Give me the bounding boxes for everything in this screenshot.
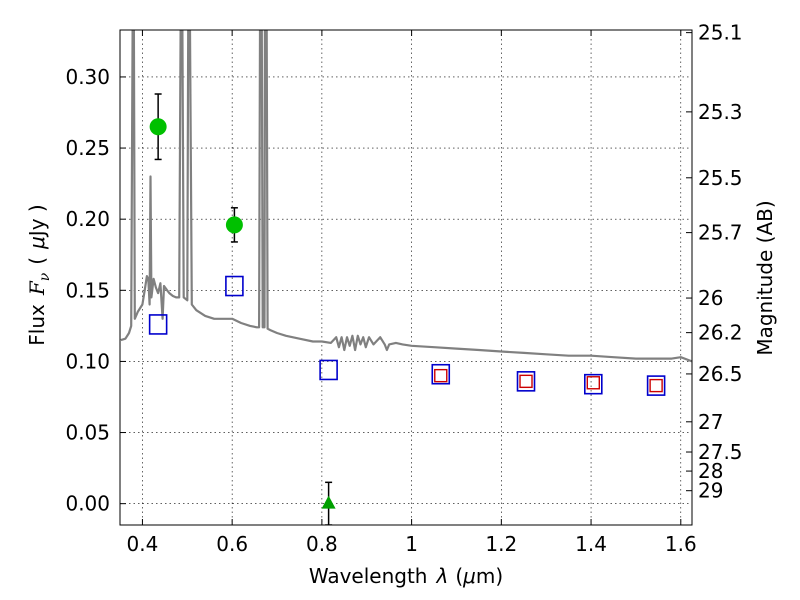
y2-tick-label: 27.5 [698, 440, 743, 464]
model-photometry-point [148, 314, 168, 335]
observed-nir-point [649, 378, 663, 393]
x-axis-label: Wavelength λ (μm) [309, 564, 503, 588]
model-photometry-point [319, 359, 338, 381]
y-tick-label: 0.00 [65, 492, 110, 516]
clipped-data [120, 30, 692, 525]
model-photometry-point [516, 371, 536, 392]
y2-tick-label: 29 [698, 479, 723, 503]
observed-nir-point [519, 374, 533, 389]
observed-nir-point [586, 376, 601, 390]
plot-frame [119, 29, 693, 526]
axis-ticks: 0.4 0.6 0.8 1 1.2 1.4 1.6 0.00 0.05 0.10 0.15 0.20 0… [65, 21, 742, 556]
y-tick-label: 0.25 [65, 136, 110, 160]
model-sed-line [120, 30, 692, 363]
y2-tick-label: 25.3 [698, 100, 743, 124]
x-tick-label: 0.8 [306, 532, 338, 556]
x-tick-label: 1.4 [575, 532, 607, 556]
y-tick-label: 0.10 [65, 349, 110, 373]
y2-tick-label: 26.2 [698, 321, 743, 345]
y-axis-label: FluxFν(μJy ) [25, 204, 53, 345]
y-tick-label: 0.30 [65, 65, 110, 89]
model-photometry-point [584, 373, 603, 395]
y-tick-label: 0.05 [65, 421, 110, 445]
model-photometry-point [431, 363, 451, 385]
x-tick-label: 0.4 [127, 532, 159, 556]
x-tick-label: 0.6 [216, 532, 248, 556]
y2-tick-label: 28 [698, 459, 723, 483]
detection-point [149, 118, 167, 136]
detection-point [225, 216, 243, 234]
upper-limit-point [321, 495, 336, 509]
grid-lines [120, 30, 692, 525]
y2-tick-label: 25.5 [698, 166, 743, 190]
y-tick-label: 0.20 [65, 207, 110, 231]
y2-tick-label: 26.5 [698, 362, 743, 386]
x-tick-label: 1.2 [485, 532, 517, 556]
plot-area [120, 30, 692, 525]
observed-nir-point [434, 368, 448, 383]
y2-tick-label: 27 [698, 410, 723, 434]
x-tick-label: 1 [405, 532, 418, 556]
model-photometry-point [646, 375, 666, 396]
x-tick-label: 1.6 [665, 532, 697, 556]
model-photometry-point [225, 275, 244, 297]
y2-axis-label: Magnitude (AB) [753, 200, 777, 355]
y-tick-label: 0.15 [65, 278, 110, 302]
y2-tick-label: 25.1 [698, 21, 743, 45]
y2-tick-label: 26 [698, 286, 723, 310]
y2-tick-label: 25.7 [698, 221, 743, 245]
